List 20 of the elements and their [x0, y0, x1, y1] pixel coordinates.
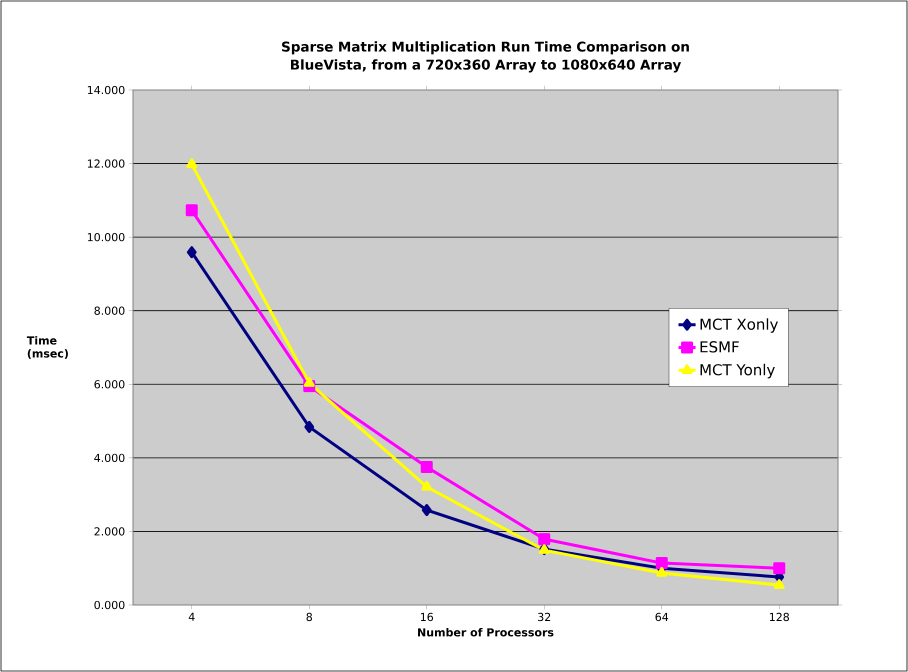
y-tick-label: 0.000	[94, 600, 124, 610]
y-tick-label: 10.000	[88, 232, 124, 242]
y-tick-label: 12.000	[88, 159, 124, 168]
legend-label: MCT Yonly	[700, 364, 775, 378]
y-tick-label: 6.000	[94, 380, 124, 388]
legend-label: ESMF	[700, 341, 739, 353]
x-tick-label: 8	[306, 612, 312, 622]
x-tick-label: 16	[420, 612, 434, 622]
y-axis-title: Time (msec)	[26, 336, 68, 359]
y-tick-label: 2.000	[94, 527, 124, 536]
legend-label: MCT Xonly	[700, 318, 778, 333]
x-tick-label: 4	[188, 612, 195, 621]
y-tick-label: 14.000	[88, 86, 124, 94]
chart-title: Sparse Matrix Multiplication Run Time Comparison on BlueVista, from a 720x360 Array to 1080x640 Array	[282, 41, 689, 72]
x-tick-label: 128	[770, 612, 789, 622]
x-tick-label: 64	[656, 612, 668, 622]
x-tick-label: 32	[538, 612, 550, 622]
y-tick-label: 4.000	[94, 454, 124, 462]
x-axis-title: Number of Processors	[418, 628, 554, 636]
y-tick-label: 8.000	[94, 306, 124, 315]
